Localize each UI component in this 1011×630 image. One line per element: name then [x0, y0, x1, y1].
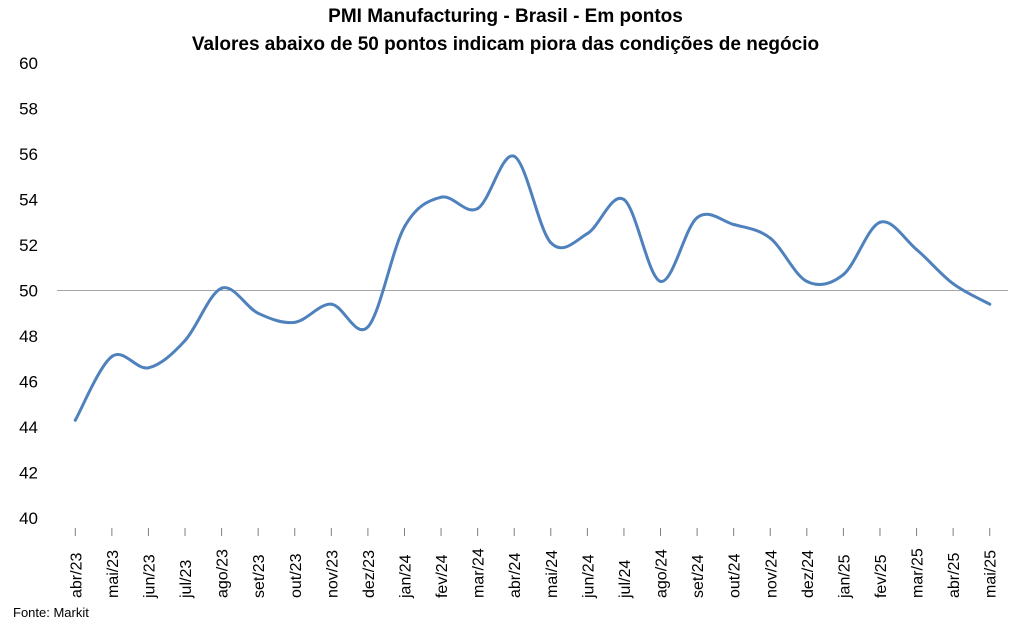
data-point — [110, 354, 114, 358]
data-point — [439, 195, 443, 199]
x-tick-label: out/24 — [727, 553, 744, 598]
y-tick-label: 44 — [19, 418, 38, 437]
y-tick-label: 56 — [19, 145, 38, 164]
x-tick-label: fev/24 — [434, 554, 451, 598]
data-point — [402, 225, 406, 229]
x-tick-label: nov/23 — [324, 550, 341, 598]
source-note: Fonte: Markit — [13, 605, 89, 620]
x-axis: abr/23 mai/23 jun/23 jul/23 ago/23 set/23 out/… — [68, 528, 1000, 599]
x-tick-label: fev/25 — [873, 554, 890, 598]
data-point — [841, 273, 845, 277]
x-tick-label: jan/24 — [397, 554, 414, 599]
y-tick-label: 52 — [19, 236, 38, 255]
x-tick-label: jul/23 — [178, 560, 195, 599]
data-point — [512, 154, 516, 158]
x-tick-label: mai/25 — [983, 550, 1000, 598]
x-tick-label: set/23 — [251, 554, 268, 598]
data-point — [988, 302, 992, 306]
data-point — [183, 339, 187, 343]
data-point — [732, 223, 736, 227]
x-tick-label: mar/24 — [471, 548, 488, 598]
x-tick-label: dez/24 — [800, 550, 817, 598]
data-point — [476, 207, 480, 211]
x-tick-label: ago/23 — [215, 549, 232, 598]
y-axis: 40 42 44 46 48 50 52 54 56 58 60 — [19, 54, 38, 528]
x-tick-label: jul/24 — [617, 560, 634, 599]
series-line — [73, 154, 992, 422]
x-tick-label: mar/25 — [910, 548, 927, 598]
y-tick-label: 58 — [19, 100, 38, 119]
x-tick-label: out/23 — [288, 553, 305, 598]
chart-title: PMI Manufacturing - Brasil - Em pontos — [328, 6, 683, 27]
data-point — [549, 241, 553, 245]
x-tick-label: jun/24 — [580, 554, 597, 599]
x-tick-label: set/24 — [690, 554, 707, 598]
x-tick-label: jan/25 — [836, 554, 853, 599]
x-tick-label: ago/24 — [654, 549, 671, 598]
data-point — [768, 236, 772, 240]
data-point — [220, 286, 224, 290]
data-point — [805, 279, 809, 283]
y-tick-label: 60 — [19, 54, 38, 73]
data-point — [256, 311, 260, 315]
y-tick-label: 46 — [19, 373, 38, 392]
data-point — [878, 220, 882, 224]
data-point — [659, 279, 663, 283]
x-tick-label: mai/23 — [105, 550, 122, 598]
x-tick-label: abr/25 — [946, 553, 963, 598]
data-point — [146, 366, 150, 370]
x-tick-label: dez/23 — [361, 550, 378, 598]
data-point — [622, 198, 626, 201]
y-tick-label: 40 — [19, 509, 38, 528]
x-tick-label: abr/24 — [507, 553, 524, 598]
x-tick-label: abr/23 — [68, 553, 85, 598]
data-point — [73, 418, 77, 422]
x-tick-label: nov/24 — [763, 550, 780, 598]
data-point — [585, 232, 589, 236]
data-point — [329, 302, 333, 306]
y-tick-label: 54 — [19, 191, 38, 210]
chart-subtitle: Valores abaixo de 50 pontos indicam pior… — [191, 34, 820, 55]
y-tick-label: 50 — [19, 282, 38, 301]
x-tick-label: mai/24 — [544, 550, 561, 598]
data-point — [951, 282, 955, 286]
y-tick-label: 48 — [19, 327, 38, 346]
data-point — [915, 248, 919, 252]
data-point — [695, 216, 699, 220]
y-tick-label: 42 — [19, 464, 38, 483]
x-tick-label: jun/23 — [141, 554, 158, 599]
series-group — [73, 154, 992, 422]
data-point — [366, 325, 370, 329]
data-point — [293, 320, 297, 324]
